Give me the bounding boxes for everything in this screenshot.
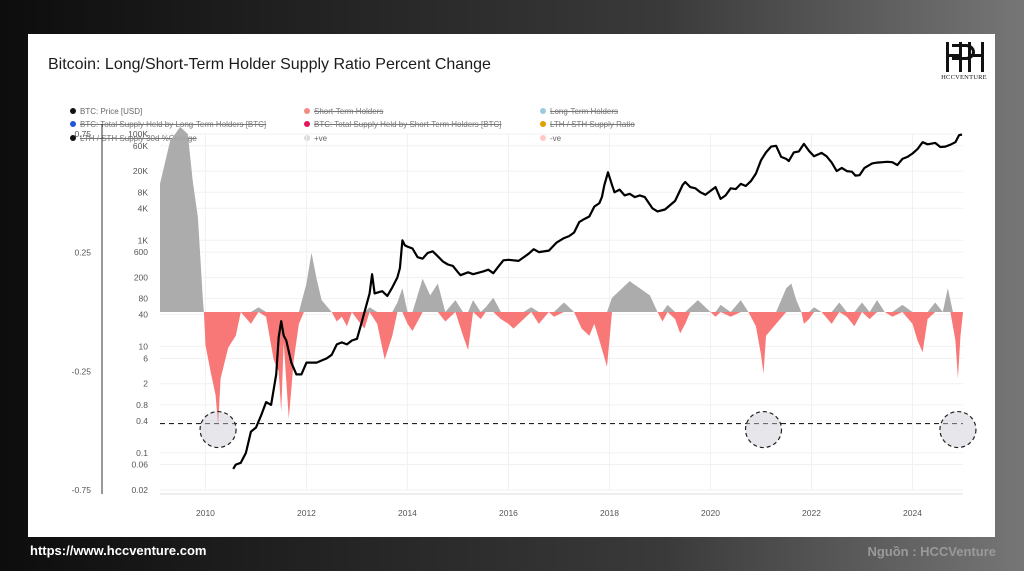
- btc-price-line: [232, 133, 963, 470]
- price-axis-tick-label: 20K: [133, 166, 148, 176]
- price-axis-tick-label: 6: [143, 353, 148, 363]
- price-axis-tick-label: 2: [143, 379, 148, 389]
- legend-label: BTC: Total Supply Held by Long-Term Hold…: [80, 119, 267, 129]
- legend-item-sth-total-supply[interactable]: BTC: Total Supply Held by Short-Term Hol…: [304, 118, 501, 130]
- positive-area: [160, 126, 963, 313]
- price-axis-tick-label: 100K: [128, 129, 148, 139]
- price-axis-tick-label: 0.02: [131, 485, 148, 495]
- legend-swatch: [304, 108, 310, 114]
- legend-label: Short-Term Holders: [314, 106, 384, 116]
- x-axis-tick-label: 2022: [802, 508, 821, 518]
- legend-item-lth-total-supply[interactable]: BTC: Total Supply Held by Long-Term Hold…: [70, 118, 266, 130]
- x-axis-tick-label: 2020: [701, 508, 720, 518]
- price-axis-tick-label: 0.06: [131, 460, 148, 470]
- legend: BTC: Price [USD] Short-Term Holders Long…: [28, 34, 995, 154]
- left-axis-tick-label: 0.25: [74, 248, 91, 258]
- highlight-circle: [744, 410, 783, 449]
- price-axis-tick-label: 40: [139, 310, 149, 320]
- left-axis-tick-label: -0.25: [72, 366, 92, 376]
- left-axis-tick-label: -0.75: [72, 485, 92, 495]
- legend-label: LTH / STH Supply 30d %Change: [80, 133, 197, 143]
- website-link[interactable]: https://www.hccventure.com: [30, 543, 207, 558]
- price-axis-tick-label: 80: [139, 294, 149, 304]
- price-axis-tick-label: 10: [139, 342, 149, 352]
- chart-card: Bitcoin: Long/Short-Term Holder Supply R…: [28, 34, 995, 537]
- legend-label: LTH / STH Supply Ratio: [550, 119, 635, 129]
- legend-swatch: [540, 135, 546, 141]
- legend-item-lth-sth-ratio[interactable]: LTH / STH Supply Ratio: [540, 118, 635, 130]
- x-axis-tick-label: 2016: [499, 508, 518, 518]
- price-axis-tick-label: 0.4: [136, 416, 148, 426]
- x-axis-tick-label: 2014: [398, 508, 417, 518]
- legend-item-long-term-holders[interactable]: Long-Term Holders: [540, 105, 618, 117]
- legend-label: BTC: Price [USD]: [80, 106, 143, 116]
- legend-label: Long-Term Holders: [550, 106, 619, 116]
- legend-item-btc-price[interactable]: BTC: Price [USD]: [70, 105, 142, 117]
- price-axis-tick-label: 1K: [138, 235, 149, 245]
- legend-label: +ve: [314, 133, 328, 143]
- legend-item-lth-sth-30d-change[interactable]: LTH / STH Supply 30d %Change: [70, 132, 197, 144]
- legend-item-positive[interactable]: +ve: [304, 132, 327, 144]
- legend-swatch: [70, 135, 76, 141]
- x-axis-tick-label: 2018: [600, 508, 619, 518]
- legend-swatch: [304, 135, 310, 141]
- legend-swatch: [70, 108, 76, 114]
- negative-area: [160, 312, 963, 426]
- legend-item-negative[interactable]: -ve: [540, 132, 561, 144]
- legend-swatch: [304, 121, 310, 127]
- x-axis-tick-label: 2012: [297, 508, 316, 518]
- logo-wordmark: HCCVENTURE: [941, 74, 987, 81]
- left-axis-tick-label: 0.75: [74, 129, 91, 139]
- hccventure-logo: [946, 42, 984, 72]
- legend-swatch: [70, 121, 76, 127]
- price-axis-tick-label: 600: [134, 247, 148, 257]
- legend-label: BTC: Total Supply Held by Short-Term Hol…: [314, 119, 502, 129]
- x-axis-tick-label: 2010: [196, 508, 215, 518]
- x-axis-tick-label: 2024: [903, 508, 922, 518]
- legend-swatch: [540, 108, 546, 114]
- price-axis-tick-label: 8K: [138, 187, 149, 197]
- legend-swatch: [540, 121, 546, 127]
- price-axis-tick-label: 4K: [138, 203, 149, 213]
- legend-item-short-term-holders[interactable]: Short-Term Holders: [304, 105, 383, 117]
- price-axis-tick-label: 0.8: [136, 400, 148, 410]
- chart-title: Bitcoin: Long/Short-Term Holder Supply R…: [48, 56, 491, 73]
- price-axis-tick-label: 200: [134, 272, 148, 282]
- legend-label: -ve: [550, 133, 562, 143]
- price-axis-tick-label: 60K: [133, 141, 148, 151]
- source-credit: Nguồn : HCCVenture: [867, 544, 996, 559]
- highlight-circle: [199, 410, 237, 449]
- chart-canvas: 0.75 0.25 -0.25 -0.75 100K 60K 20K 8K 4K 1K 600 200…: [72, 124, 977, 518]
- highlight-circle: [939, 410, 977, 449]
- price-axis-tick-label: 0.1: [136, 448, 148, 458]
